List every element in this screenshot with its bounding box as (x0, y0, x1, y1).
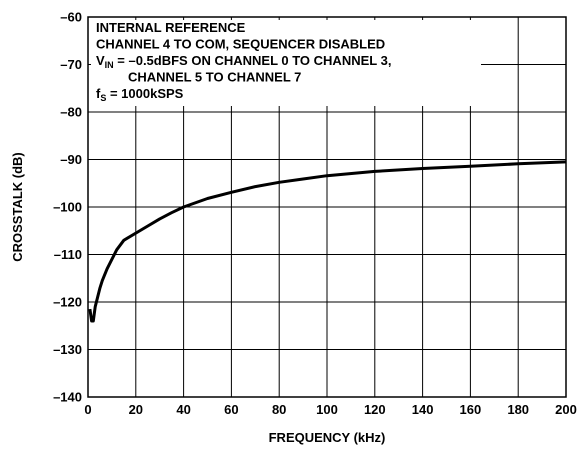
y-tick-label: –140 (53, 390, 82, 405)
plot-frame (87, 16, 567, 398)
y-tick-label: –60 (60, 10, 82, 25)
x-axis-label: FREQUENCY (kHz) (269, 430, 386, 445)
annotation-box: INTERNAL REFERENCE CHANNEL 4 TO COM, SEQU… (91, 20, 481, 106)
y-tick-label: –120 (53, 295, 82, 310)
y-tick-label: –80 (60, 105, 82, 120)
y-tick-label: –90 (60, 152, 82, 167)
x-tick-label: 180 (507, 402, 529, 417)
x-tick-label: 20 (129, 402, 143, 417)
x-tick-label: 120 (364, 402, 386, 417)
x-tick-label: 100 (316, 402, 338, 417)
y-tick-labels: –60 –70 –80 –90 –100 –110 –120 –130 –140 (53, 10, 82, 405)
x-tick-label: 60 (224, 402, 238, 417)
y-tick-label: –130 (53, 342, 82, 357)
y-tick-label: –100 (53, 200, 82, 215)
x-tick-label: 140 (412, 402, 434, 417)
annotation-line: INTERNAL REFERENCE (96, 20, 246, 35)
x-tick-label: 200 (555, 402, 577, 417)
annotation-line: CHANNEL 4 TO COM, SEQUENCER DISABLED (96, 37, 385, 52)
y-tick-label: –70 (60, 57, 82, 72)
crosstalk-series-line (88, 160, 567, 323)
series (88, 160, 567, 323)
annotation-line: VIN = –0.5dBFS ON CHANNEL 0 TO CHANNEL 3… (96, 53, 391, 70)
annotation-line: CHANNEL 5 TO CHANNEL 7 (128, 70, 301, 85)
annotation-line: fS = 1000kSPS (96, 86, 184, 103)
x-tick-label: 160 (460, 402, 482, 417)
y-tick-label: –110 (54, 247, 82, 262)
annotation-background (91, 20, 481, 106)
x-tick-label: 80 (272, 402, 286, 417)
x-tick-label: 40 (176, 402, 190, 417)
y-axis-label: CROSSTALK (dB) (10, 152, 25, 262)
x-tick-label: 0 (84, 402, 91, 417)
x-tick-labels: 0 20 40 60 80 100 120 140 160 180 200 (84, 402, 576, 417)
